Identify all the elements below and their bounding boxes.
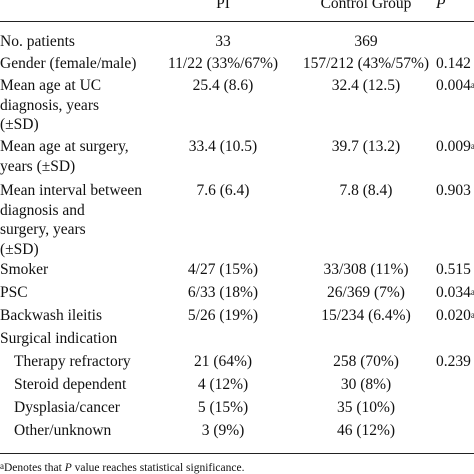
header-control-group: Control Group — [320, 0, 412, 12]
row-label: PSC — [0, 284, 28, 301]
row-label: Backwash ileitis — [0, 307, 103, 324]
p-value: 0.009 — [436, 138, 471, 155]
control-value: 157/212 (43%/57%) — [302, 55, 430, 72]
p-value: 0.903 — [436, 182, 471, 199]
bottom-rule — [0, 453, 474, 454]
p-value: 0.515 — [436, 261, 471, 278]
p-value: 0.239 — [436, 353, 471, 370]
p-value-cell: 0.515 — [436, 261, 474, 279]
pi-value: 5/26 (19%) — [187, 307, 259, 324]
footnote: aDenotes that P value reaches statistica… — [0, 461, 245, 474]
header-rule — [0, 21, 474, 22]
pi-value: 6/33 (18%) — [187, 284, 259, 301]
row-label: No. patients — [0, 33, 75, 50]
p-value-cell: 0.020a — [436, 307, 474, 325]
control-value: 35 (10%) — [336, 399, 396, 416]
pi-value: 33.4 (10.5) — [188, 138, 258, 155]
significance-marker: a — [470, 310, 474, 320]
row-label: Other/unknown — [14, 422, 112, 439]
p-value: 0.142 — [436, 55, 471, 72]
row-label: diagnosis, years — [0, 96, 100, 114]
row-label: Mean interval between — [0, 182, 143, 199]
row-label: surgery, years — [0, 221, 86, 238]
significance-marker: a — [470, 287, 474, 297]
footnote-italic: P — [64, 462, 72, 474]
control-value: 369 — [354, 33, 378, 50]
p-value-cell: 0.239 — [436, 353, 474, 371]
footnote-suffix: value reaches statistical significance. — [71, 462, 245, 474]
row-label: Therapy refractory — [14, 353, 131, 370]
footnote-marker: a — [0, 461, 4, 471]
row-label: Smoker — [0, 261, 49, 278]
footnote-prefix: Denotes that — [4, 462, 65, 474]
row-label: Surgical indication — [0, 330, 118, 347]
header-pi: PI — [216, 0, 230, 12]
p-value: 0.004 — [436, 77, 471, 94]
control-value: 258 (70%) — [333, 353, 399, 370]
row-label: Dysplasia/cancer — [14, 399, 120, 416]
control-value: 32.4 (12.5) — [331, 77, 401, 94]
p-value-cell: 0.009a — [436, 138, 474, 156]
row-label: (±SD) — [0, 116, 39, 133]
row-label: diagnosis and — [0, 201, 85, 219]
row-label: years (±SD) — [0, 157, 76, 175]
pi-value: 5 (15%) — [197, 399, 249, 416]
significance-marker: a — [470, 80, 474, 90]
p-value-cell: 0.004a — [436, 77, 474, 95]
control-value: 15/234 (6.4%) — [321, 307, 411, 324]
pi-value: 25.4 (8.6) — [192, 77, 254, 94]
pi-value: 11/22 (33%/67%) — [167, 55, 279, 72]
p-value-cell: 0.034a — [436, 284, 474, 302]
row-label: Steroid dependent — [14, 376, 127, 393]
p-value: 0.034 — [436, 284, 471, 301]
pi-value: 3 (9%) — [201, 422, 245, 439]
row-label: (±SD) — [0, 240, 39, 258]
control-value: 46 (12%) — [336, 422, 396, 439]
pi-value: 7.6 (6.4) — [196, 182, 250, 199]
row-label: Mean age at surgery, — [0, 138, 129, 155]
control-value: 7.8 (8.4) — [339, 182, 393, 199]
p-value-cell: 0.903 — [436, 182, 474, 200]
header-p-value: P — [436, 0, 446, 12]
pi-value: 4/27 (15%) — [187, 261, 259, 278]
control-value: 39.7 (13.2) — [331, 138, 401, 155]
pi-value: 33 — [215, 33, 231, 50]
control-value: 26/369 (7%) — [327, 284, 405, 301]
p-value-cell: 0.142 — [436, 55, 474, 73]
control-value: 30 (8%) — [340, 376, 392, 393]
p-value: 0.020 — [436, 307, 471, 324]
row-label: Mean age at UC — [0, 77, 102, 94]
row-label: Gender (female/male) — [0, 55, 137, 72]
pi-value: 21 (64%) — [193, 353, 253, 370]
significance-marker: a — [470, 141, 474, 151]
pi-value: 4 (12%) — [197, 376, 249, 393]
control-value: 33/308 (11%) — [323, 261, 409, 278]
